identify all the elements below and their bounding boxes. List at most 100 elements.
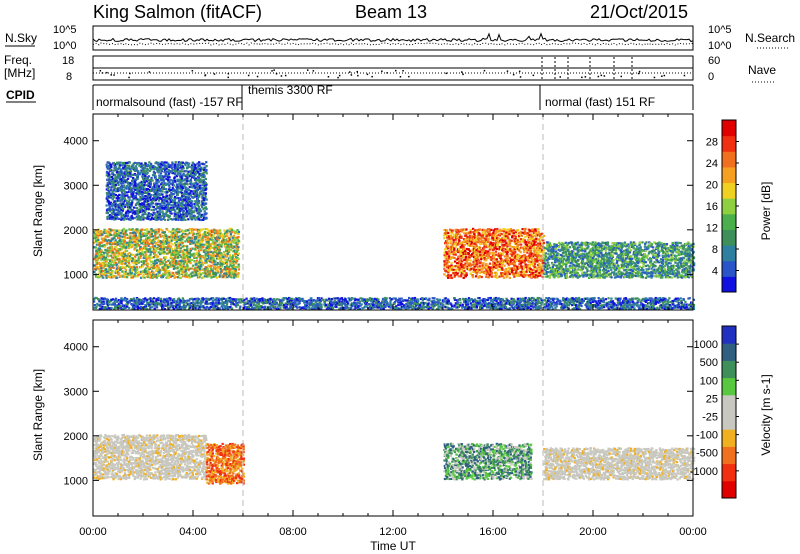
freq-dot (99, 70, 102, 72)
echo-cell (212, 257, 215, 260)
echo-cell (164, 233, 167, 236)
echo-cell (528, 233, 531, 236)
echo-cell (494, 250, 498, 253)
echo-cell (204, 206, 208, 209)
echo-cell (150, 263, 153, 266)
echo-cell (523, 230, 527, 233)
echo-cell (157, 266, 160, 269)
echo-cell (210, 276, 213, 279)
echo-cell (128, 161, 131, 164)
echo-cell (225, 262, 229, 265)
echo-cell (458, 233, 462, 236)
echo-cell (446, 242, 450, 245)
echo-cell (123, 272, 126, 275)
echo-cell (128, 252, 131, 255)
echo-cell (173, 276, 176, 279)
freq-dot (204, 74, 206, 77)
echo-cell (143, 184, 146, 187)
echo-cell (469, 259, 472, 262)
echo-cell (102, 264, 105, 267)
echo-cell (122, 232, 125, 236)
echo-cell (157, 274, 160, 277)
echo-cell (139, 252, 142, 255)
echo-cell (125, 249, 129, 253)
echo-cell (467, 248, 470, 251)
echo-cell (458, 239, 461, 242)
echo-cell (166, 228, 169, 231)
echo-cell (118, 257, 121, 260)
echo-cell (143, 268, 147, 271)
echo-cell (529, 245, 532, 248)
echo-cell (106, 230, 109, 233)
echo-cell (148, 238, 151, 241)
echo-cell (167, 270, 171, 273)
echo-cell (105, 260, 108, 263)
echo-cell (165, 188, 168, 191)
echo-cell (175, 201, 179, 204)
echo-cell (235, 259, 239, 263)
echo-cell (117, 196, 120, 200)
freq-dot (366, 73, 369, 76)
echo-cell (143, 166, 146, 169)
echo-cell (150, 256, 154, 259)
freq-dot (213, 73, 216, 75)
echo-cell (97, 241, 100, 244)
echo-cell (505, 274, 509, 277)
echo-cell (110, 233, 113, 237)
echo-cell (207, 240, 210, 243)
freq-dot (227, 76, 229, 79)
freq-dot (445, 72, 447, 75)
echo-cell (98, 257, 101, 260)
echo-cell (146, 275, 150, 278)
echo-cell (518, 240, 521, 244)
echo-cell (95, 240, 98, 243)
echo-cell (452, 271, 455, 275)
echo-cell (99, 272, 102, 276)
echo-cell (114, 207, 117, 210)
echo-cell (129, 267, 132, 270)
echo-cell (143, 276, 146, 279)
echo-cell (454, 241, 458, 244)
echo-cell (117, 243, 120, 246)
cpid-segment-1: normalsound (fast) -157 RF (96, 95, 243, 109)
echo-cell (237, 268, 240, 271)
echo-cell (474, 275, 478, 278)
echo-cell (110, 164, 113, 167)
echo-cell (98, 247, 102, 250)
echo-cell (202, 198, 205, 202)
echo-cell (114, 183, 117, 187)
echo-cell (164, 273, 167, 276)
echo-cell (200, 259, 203, 262)
echo-cell (162, 239, 165, 242)
echo-cell (139, 238, 143, 241)
echo-cell (483, 251, 487, 254)
echo-cell (104, 258, 107, 261)
echo-cell (148, 242, 151, 245)
echo-cell (152, 206, 156, 209)
echo-cell (118, 252, 121, 255)
echo-cell (493, 234, 496, 237)
echo-cell (537, 256, 541, 259)
echo-cell (134, 253, 137, 256)
echo-cell (538, 240, 542, 243)
echo-cell (216, 270, 220, 273)
echo-cell (446, 239, 449, 242)
echo-cell (159, 269, 162, 272)
echo-cell (193, 255, 196, 258)
echo-cell (214, 260, 217, 263)
echo-cell (198, 267, 202, 270)
freq-dot (581, 76, 583, 79)
echo-cell (453, 256, 456, 259)
echo-cell (210, 261, 213, 264)
echo-cell (135, 246, 138, 249)
echo-cell (171, 218, 174, 221)
echo-cell (161, 190, 164, 193)
freq-dot (129, 72, 131, 75)
echo-cell (143, 263, 146, 266)
echo-cell (114, 229, 117, 232)
echo-cell (159, 261, 162, 264)
noise-tick-top-right: 10^5 (708, 24, 732, 36)
echo-cell (126, 260, 129, 263)
echo-cell (149, 256, 152, 259)
echo-cell (156, 268, 159, 271)
